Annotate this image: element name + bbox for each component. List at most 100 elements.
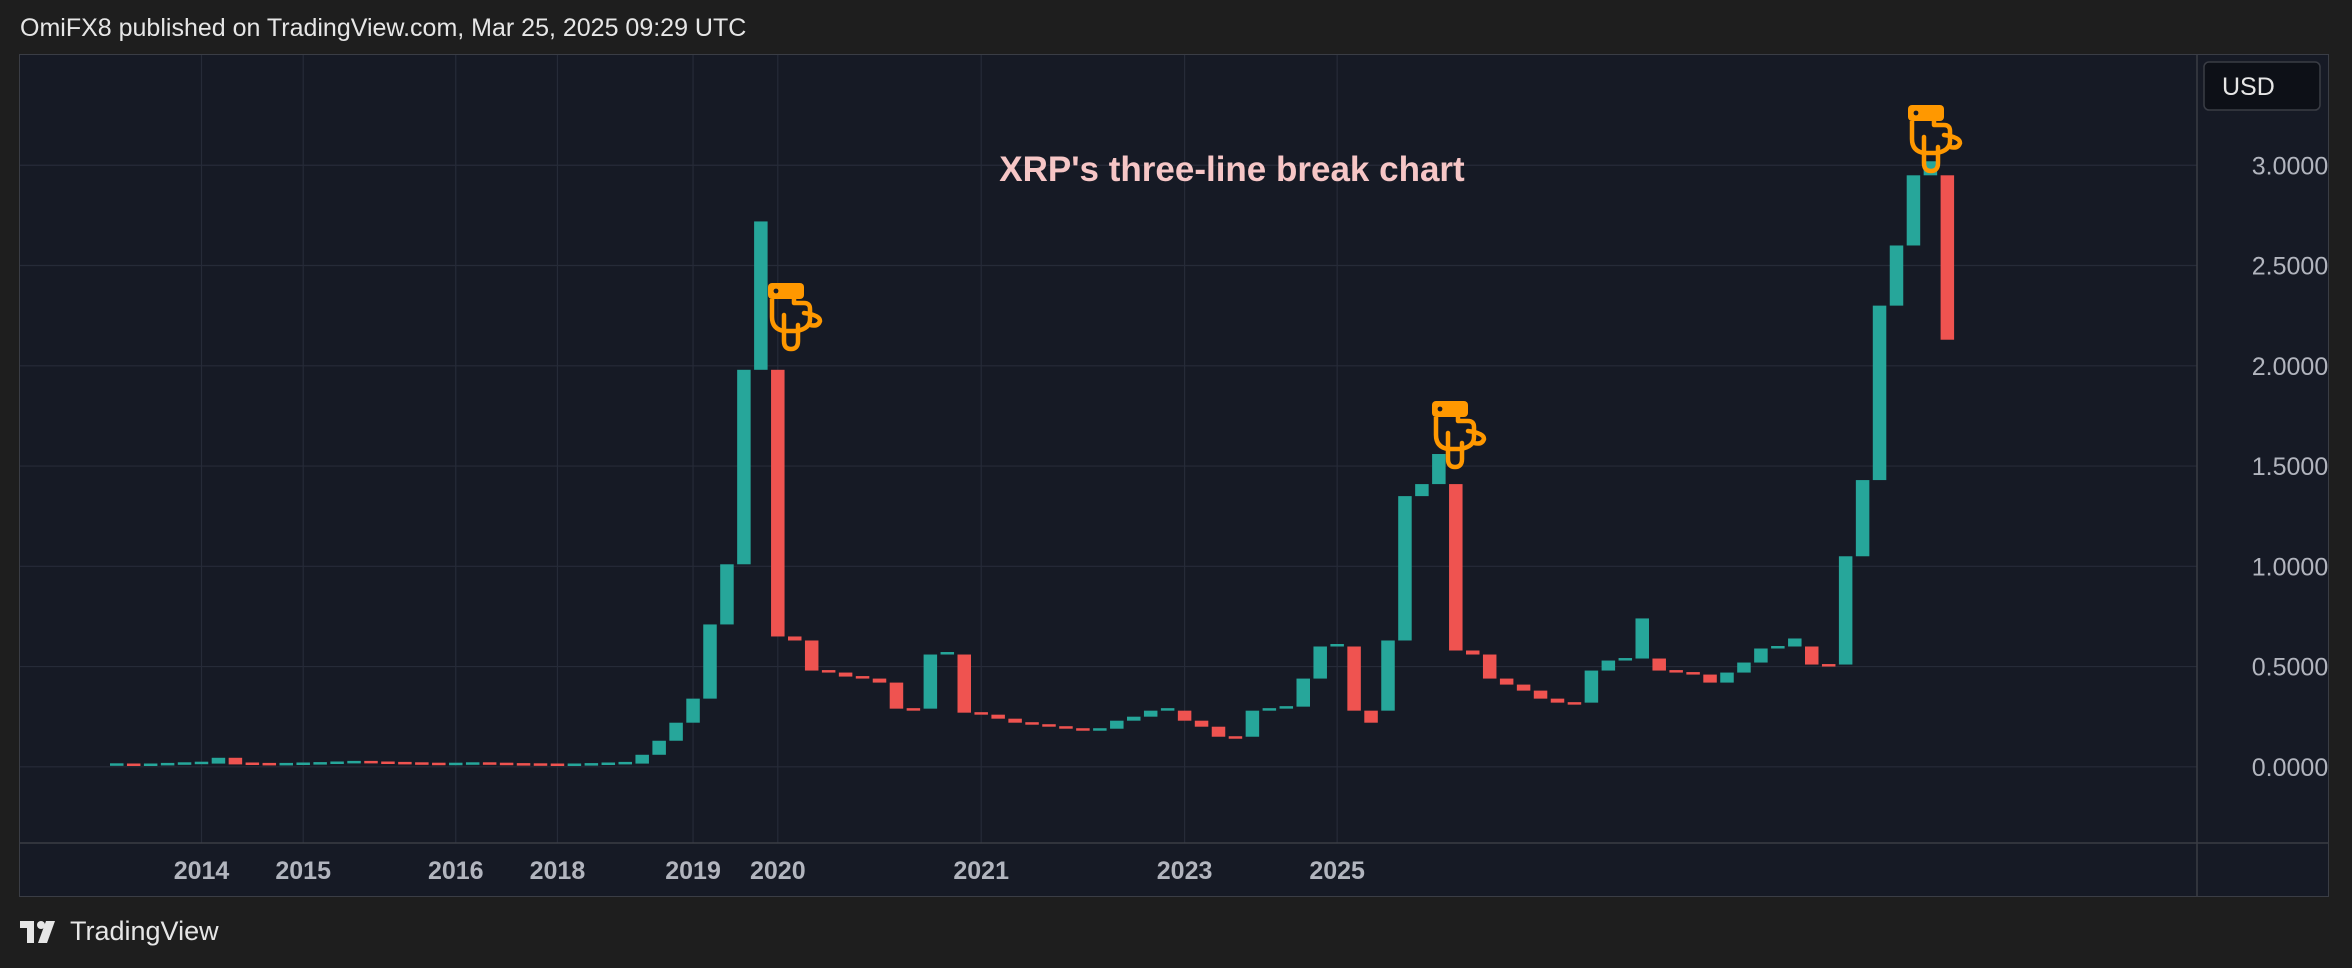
up-line (449, 762, 463, 766)
up-line (1279, 706, 1294, 709)
down-line (550, 763, 565, 767)
x-tick-label: 2015 (275, 857, 331, 885)
up-line (669, 722, 683, 741)
down-line (262, 762, 277, 766)
up-line (1143, 710, 1158, 717)
up-line (923, 654, 938, 709)
down-line (821, 670, 836, 673)
up-line (1110, 720, 1124, 729)
up-line (110, 763, 124, 766)
up-line (347, 760, 361, 764)
down-line (991, 714, 1005, 719)
up-line (618, 761, 632, 765)
pointing-hand-icon (1908, 105, 1960, 171)
up-line (1296, 678, 1310, 707)
x-tick-label: 2016 (428, 857, 484, 885)
y-axis-labels: 0.0000 0.5000 1.0000 1.5000 2.0000 2.5000 3.00… (2252, 152, 2328, 782)
down-line (1042, 724, 1056, 727)
footer-brand-name: TradingView (70, 916, 219, 946)
down-line (1821, 664, 1836, 667)
y-tick-label: 3.0000 (2252, 152, 2328, 180)
down-line (398, 761, 412, 765)
x-tick-label: 2020 (750, 857, 806, 885)
up-line (584, 763, 599, 766)
y-tick-label: 1.0000 (2252, 553, 2328, 581)
x-tick-label: 2023 (1157, 857, 1213, 885)
down-line (1533, 690, 1548, 699)
down-line (1805, 646, 1819, 665)
three-line-break-chart[interactable]: 2014 2015 2016 2018 2019 2020 2021 2023 2025 0.0… (20, 55, 2328, 896)
down-line (126, 763, 141, 767)
up-line (1415, 484, 1429, 497)
up-line (1855, 480, 1870, 557)
up-line (211, 757, 226, 764)
up-line (465, 762, 480, 765)
x-axis-labels: 2014 2015 2016 2018 2019 2020 2021 2023 2025 (174, 857, 1365, 885)
up-line (703, 624, 717, 699)
y-tick-label: 2.5000 (2252, 253, 2328, 281)
chart-title: XRP's three-line break chart (999, 150, 1465, 189)
down-line (1025, 722, 1039, 725)
down-line (1567, 702, 1582, 705)
up-line (1754, 648, 1768, 663)
down-line (482, 762, 497, 765)
down-line (1652, 658, 1666, 671)
up-line (1245, 710, 1260, 737)
down-line (1364, 710, 1378, 723)
up-line (1838, 556, 1853, 665)
down-line (957, 654, 971, 713)
tradingview-logo-icon (20, 920, 55, 943)
up-line (652, 740, 666, 755)
down-line (432, 762, 446, 766)
up-line (635, 754, 649, 764)
down-line (1211, 726, 1226, 737)
down-line (1516, 684, 1531, 691)
x-tick-label: 2025 (1309, 857, 1365, 885)
down-line (1703, 674, 1717, 683)
down-line (1466, 650, 1480, 655)
up-line (567, 763, 582, 767)
x-tick-label: 2018 (530, 857, 586, 885)
up-line (1432, 454, 1446, 485)
down-line (872, 678, 887, 683)
up-line (1330, 644, 1344, 647)
down-line (1686, 672, 1700, 675)
down-line (855, 676, 870, 679)
up-line (143, 763, 158, 767)
up-line (1889, 245, 1904, 306)
y-tick-label: 0.5000 (2252, 654, 2328, 682)
chart-frame: 2014 2015 2016 2018 2019 2020 2021 2023 2025 0.0… (19, 54, 2329, 897)
x-tick-label: 2019 (665, 857, 721, 885)
up-line (1093, 728, 1107, 731)
down-line (499, 762, 514, 766)
up-line (601, 762, 616, 766)
down-line (1194, 720, 1209, 727)
down-line (533, 763, 548, 766)
up-line (1160, 708, 1175, 711)
down-line (1177, 710, 1192, 721)
down-line (1669, 670, 1683, 673)
up-line (279, 762, 293, 766)
up-line (1788, 638, 1802, 647)
down-line (245, 762, 260, 766)
currency-selector[interactable]: USD (2203, 61, 2321, 111)
y-tick-label: 1.5000 (2252, 453, 2328, 481)
down-line (974, 712, 988, 715)
down-line (415, 762, 429, 765)
down-line (1449, 484, 1463, 651)
down-line (1076, 728, 1090, 731)
up-line (1584, 670, 1599, 703)
up-line (720, 564, 734, 625)
up-line (1313, 646, 1327, 679)
down-line (1550, 698, 1565, 703)
down-line (838, 672, 853, 677)
currency-label: USD (2222, 73, 2275, 101)
down-line (516, 763, 531, 766)
up-line (1906, 175, 1921, 246)
up-line (1398, 496, 1412, 641)
down-line (1008, 718, 1022, 723)
down-line (364, 760, 378, 764)
down-line (804, 640, 819, 671)
down-line (906, 708, 921, 711)
down-line (1059, 726, 1073, 729)
